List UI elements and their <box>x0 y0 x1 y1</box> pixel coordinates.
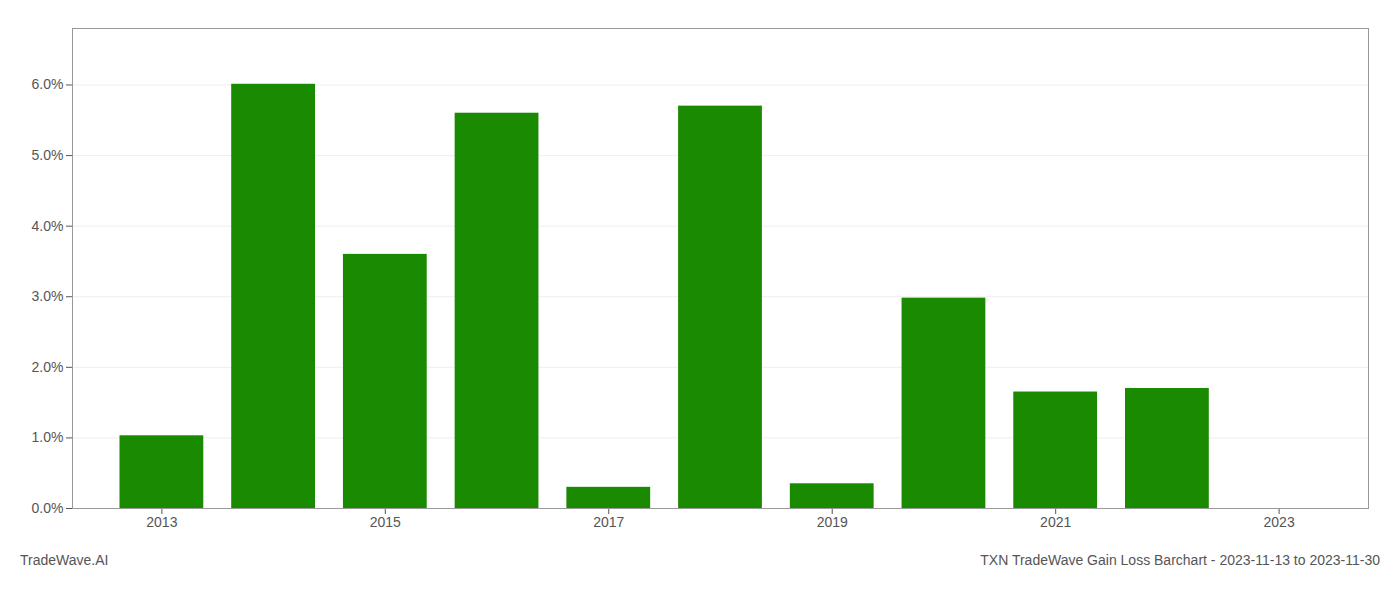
svg-text:0.0%: 0.0% <box>32 500 64 516</box>
html-text:TradeWave.AI: TradeWave.AI <box>20 552 109 568</box>
svg-text:2.0%: 2.0% <box>32 359 64 375</box>
svg-text:1.0%: 1.0% <box>32 429 64 445</box>
svg-text:3.0%: 3.0% <box>32 288 64 304</box>
html-text:TXN TradeWave Gain Loss Barcha: TXN TradeWave Gain Loss Barchart - 2023-… <box>980 552 1380 568</box>
svg-text:2021: 2021 <box>1040 514 1071 530</box>
svg-text:2015: 2015 <box>370 514 401 530</box>
svg-text:2019: 2019 <box>817 514 848 530</box>
svg-text:5.0%: 5.0% <box>32 147 64 163</box>
svg-text:2013: 2013 <box>146 514 177 530</box>
svg-text:6.0%: 6.0% <box>32 76 64 92</box>
svg-text:4.0%: 4.0% <box>32 218 64 234</box>
svg-text:2017: 2017 <box>593 514 624 530</box>
svg-text:2023: 2023 <box>1264 514 1295 530</box>
